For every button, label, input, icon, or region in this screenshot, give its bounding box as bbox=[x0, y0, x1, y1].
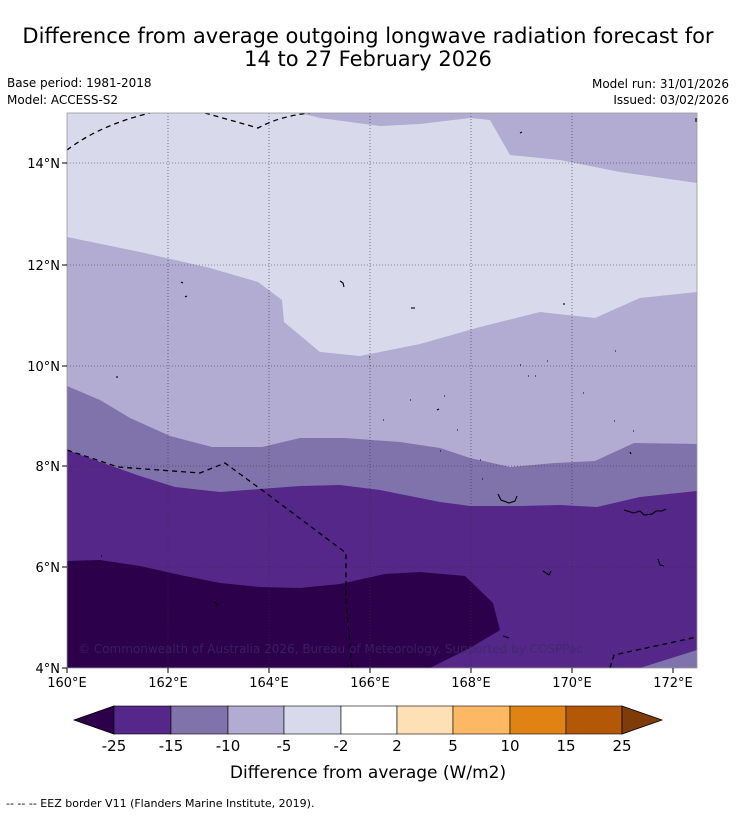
lat-label: 8°N bbox=[36, 460, 61, 475]
colorbar-cell bbox=[396, 705, 454, 735]
map-title-line2: 14 to 27 February 2026 bbox=[244, 47, 492, 71]
colorbar-arrow-high bbox=[621, 705, 664, 735]
map-area: © Commonwealth of Australia 2026, Bureau… bbox=[67, 113, 697, 668]
colorbar-cell bbox=[565, 705, 623, 735]
lon-label: 172°E bbox=[653, 676, 693, 691]
band-top-right bbox=[300, 113, 697, 183]
colorbar-cell bbox=[452, 705, 511, 735]
colorbar-cell bbox=[283, 705, 342, 735]
lon-labels: 160°E 162°E 164°E 166°E 168°E 170°E 172°… bbox=[47, 676, 693, 691]
model-run: Model run: 31/01/2026 bbox=[591, 77, 729, 91]
lon-label: 164°E bbox=[249, 676, 289, 691]
lon-label: 162°E bbox=[148, 676, 188, 691]
colorbar-label: Difference from average (W/m2) bbox=[230, 763, 506, 783]
colorbar-tick: 2 bbox=[392, 737, 402, 755]
map-frame bbox=[66, 112, 698, 669]
lat-label: 6°N bbox=[36, 561, 61, 576]
colorbar-ticks: -25 -15 -10 -5 -2 2 5 10 15 25 bbox=[102, 737, 632, 755]
colorbar-tick: -2 bbox=[334, 737, 349, 755]
lon-label: 168°E bbox=[451, 676, 491, 691]
lat-label: 10°N bbox=[27, 360, 60, 375]
base-period: Base period: 1981-2018 bbox=[7, 76, 152, 90]
issued-date: Issued: 03/02/2026 bbox=[613, 93, 729, 107]
colorbar-tick: -15 bbox=[159, 737, 184, 755]
gridlines bbox=[67, 113, 697, 668]
band-corner bbox=[640, 650, 697, 668]
lat-labels: 14°N 12°N 10°N 8°N 6°N 4°N bbox=[27, 157, 60, 677]
lon-label: 166°E bbox=[350, 676, 390, 691]
model-name: Model: ACCESS-S2 bbox=[7, 93, 119, 107]
band-darkest bbox=[67, 560, 500, 668]
lat-label: 12°N bbox=[27, 259, 60, 274]
colorbar-tick: 25 bbox=[612, 737, 631, 755]
colorbar-tick: 15 bbox=[556, 737, 575, 755]
axis-ticks bbox=[62, 162, 674, 673]
colorbar-arrow-low bbox=[72, 705, 115, 735]
lon-label: 160°E bbox=[47, 676, 87, 691]
eez-borders bbox=[67, 113, 697, 668]
colorbar-tick: -5 bbox=[277, 737, 292, 755]
islands bbox=[101, 118, 697, 639]
colorbar-tick: -10 bbox=[216, 737, 241, 755]
colorbar-cell bbox=[340, 705, 398, 735]
copyright-text: © Commonwealth of Australia 2026, Bureau… bbox=[78, 642, 583, 656]
colorbar-cell bbox=[509, 705, 567, 735]
lon-label: 170°E bbox=[552, 676, 592, 691]
colorbar-cell bbox=[170, 705, 229, 735]
colorbar-cell bbox=[227, 705, 285, 735]
colorbar bbox=[72, 705, 664, 735]
colorbar-tick: 5 bbox=[448, 737, 458, 755]
map-title-line1: Difference from average outgoing longwav… bbox=[22, 24, 714, 48]
lat-label: 14°N bbox=[27, 157, 60, 172]
footnote: -- -- -- EEZ border V11 (Flanders Marine… bbox=[6, 797, 315, 810]
lat-label: 4°N bbox=[36, 662, 61, 677]
colorbar-tick: 10 bbox=[500, 737, 519, 755]
colorbar-cell bbox=[113, 705, 172, 735]
colorbar-tick: -25 bbox=[102, 737, 127, 755]
